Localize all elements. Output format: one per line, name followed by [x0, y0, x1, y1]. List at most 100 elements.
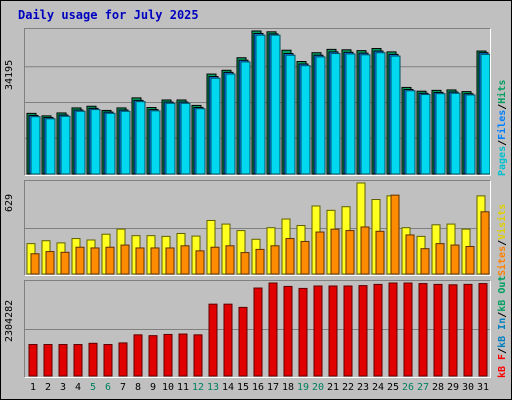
sites-bar-day-19: [300, 240, 310, 275]
x-tick-label-24: 24: [371, 382, 385, 393]
kbf-bar-day-12: [193, 334, 203, 377]
kbf-bar-day-16: [253, 287, 263, 377]
legend-sep: /: [497, 139, 508, 146]
hits-chart-svg: [25, 30, 490, 175]
legend-sites: Sites: [497, 245, 508, 276]
visits-panel: [24, 180, 491, 276]
x-tick-label-30: 30: [461, 382, 475, 393]
hits-legend: Pages/Files/Hits: [497, 30, 511, 176]
sites-bar-day-7: [120, 244, 130, 275]
x-tick-label-17: 17: [266, 382, 280, 393]
sites-bar-day-24: [375, 230, 385, 275]
sites-bar-day-10: [165, 247, 175, 275]
kbf-bar-day-4: [73, 344, 83, 377]
sites-bar-day-12: [195, 250, 205, 275]
kbf-bar-day-19: [298, 287, 308, 377]
kbytes-ymax-label: 2304282: [4, 299, 15, 342]
sites-bar-day-6: [105, 246, 115, 275]
pages-bar-day-6: [105, 112, 116, 175]
sites-bar-day-30: [465, 246, 475, 275]
pages-bar-day-20: [315, 56, 326, 175]
sites-bar-day-5: [90, 247, 100, 275]
kbf-bar-day-6: [103, 344, 113, 377]
legend-kbin: kB In: [497, 317, 508, 348]
pages-bar-day-7: [120, 110, 131, 175]
x-tick-label-5: 5: [89, 382, 97, 393]
sites-bar-day-13: [210, 246, 220, 275]
pages-bar-day-24: [375, 52, 386, 175]
pages-bar-day-27: [420, 94, 431, 175]
kbf-bar-day-23: [358, 285, 368, 377]
x-tick-label-28: 28: [431, 382, 445, 393]
kbf-bar-day-5: [88, 342, 98, 377]
x-tick-label-8: 8: [134, 382, 142, 393]
sites-bar-day-11: [180, 245, 190, 275]
sites-bar-day-14: [225, 245, 235, 275]
x-tick-label-4: 4: [74, 382, 82, 393]
x-tick-label-23: 23: [356, 382, 370, 393]
x-tick-label-31: 31: [476, 382, 490, 393]
pages-bar-day-29: [450, 92, 461, 175]
legend-sep: /: [497, 239, 508, 246]
kbytes-legend: kB F/kB In/kB Out: [497, 276, 511, 378]
kbf-bar-day-1: [28, 344, 38, 377]
pages-bar-day-15: [240, 61, 251, 175]
x-tick-label-7: 7: [119, 382, 127, 393]
legend-sep: /: [497, 103, 508, 110]
sites-bar-day-15: [240, 252, 250, 275]
sites-bar-day-25: [390, 194, 400, 275]
pages-bar-day-16: [255, 34, 266, 175]
legend-sep: /: [497, 347, 508, 354]
kbf-bar-day-20: [313, 285, 323, 377]
x-tick-label-10: 10: [161, 382, 175, 393]
legend-sep: /: [497, 311, 508, 318]
pages-bar-day-1: [30, 116, 41, 175]
x-tick-label-14: 14: [221, 382, 235, 393]
kbf-bar-day-21: [328, 285, 338, 377]
x-tick-label-16: 16: [251, 382, 265, 393]
kbf-bar-day-11: [178, 333, 188, 377]
pages-bar-day-31: [480, 53, 490, 175]
pages-bar-day-25: [390, 55, 401, 175]
kbf-bar-day-18: [283, 285, 293, 377]
kbytes-panel: [24, 280, 491, 378]
kbf-bar-day-15: [238, 306, 248, 377]
sites-bar-day-3: [60, 251, 70, 275]
pages-bar-day-13: [210, 77, 221, 175]
kbf-bar-day-31: [478, 283, 488, 377]
sites-bar-day-23: [360, 226, 370, 275]
x-tick-label-12: 12: [191, 382, 205, 393]
kbytes-chart-svg: [25, 282, 490, 377]
visits-chart-svg: [25, 182, 490, 275]
x-tick-label-9: 9: [149, 382, 157, 393]
kbf-bar-day-22: [343, 285, 353, 377]
sites-bar-day-21: [330, 228, 340, 275]
x-tick-label-1: 1: [29, 382, 37, 393]
sites-bar-day-16: [255, 248, 265, 275]
legend-files: Files: [497, 109, 508, 140]
x-tick-label-22: 22: [341, 382, 355, 393]
pages-bar-day-21: [330, 53, 341, 175]
sites-bar-day-26: [405, 234, 415, 275]
x-tick-label-11: 11: [176, 382, 190, 393]
kbf-bar-day-25: [388, 282, 398, 377]
sites-bar-day-31: [480, 211, 490, 275]
x-tick-label-2: 2: [44, 382, 52, 393]
legend-hits: Hits: [497, 79, 508, 104]
kbf-bar-day-24: [373, 283, 383, 377]
legend-kbout: kB Out: [497, 275, 508, 312]
sites-bar-day-27: [420, 248, 430, 275]
pages-bar-day-4: [75, 110, 86, 175]
x-tick-label-15: 15: [236, 382, 250, 393]
visits-legend: Sites/Visits: [497, 182, 511, 276]
pages-bar-day-9: [150, 110, 161, 175]
kbf-bar-day-29: [448, 284, 458, 377]
kbf-bar-day-9: [148, 335, 158, 377]
visits-ymax-label: 629: [4, 193, 15, 212]
kbf-bar-day-7: [118, 342, 128, 377]
pages-bar-day-11: [180, 102, 191, 175]
kbf-bar-day-13: [208, 303, 218, 377]
x-axis-labels: 1 2 3 4 5 6 7 8 9 10 11 12 13 14 15 16 17 18 19 20 21 22 23 24 2…: [24, 382, 491, 396]
x-tick-label-26: 26: [401, 382, 415, 393]
sites-bar-day-4: [75, 246, 85, 275]
